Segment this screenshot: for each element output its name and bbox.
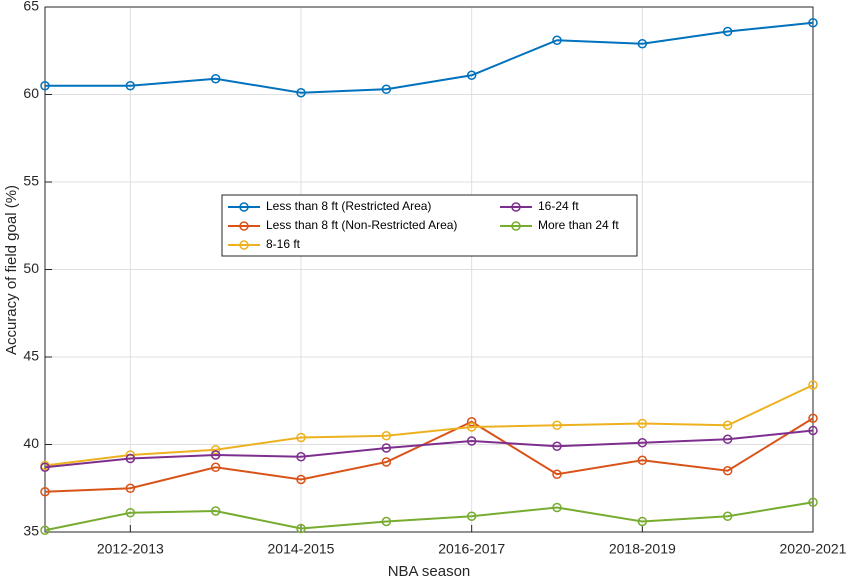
data-point <box>296 474 306 485</box>
y-tick-label: 50 <box>23 260 39 276</box>
data-point <box>466 511 477 521</box>
legend-marker <box>239 240 249 250</box>
data-point <box>210 74 221 84</box>
legend: Less than 8 ft (Restricted Area) Less tha… <box>221 194 638 257</box>
data-point <box>552 441 562 451</box>
data-point <box>210 506 221 516</box>
legend-marker <box>511 202 521 212</box>
y-tick-label: 55 <box>23 173 39 189</box>
y-axis-label: Accuracy of field goal (%) <box>3 185 20 355</box>
data-point <box>466 417 477 427</box>
series-line <box>44 429 814 469</box>
data-point <box>722 26 733 37</box>
data-point <box>466 436 477 446</box>
data-point <box>381 516 392 527</box>
legend-label: 16-24 ft <box>538 199 579 213</box>
data-point <box>722 434 733 444</box>
data-point <box>637 418 648 429</box>
data-point <box>296 452 306 462</box>
data-point <box>552 502 562 513</box>
data-point <box>296 523 306 534</box>
data-point <box>552 35 562 45</box>
data-point <box>210 462 221 472</box>
data-point <box>125 453 136 464</box>
data-point <box>552 469 562 479</box>
data-point <box>381 443 392 453</box>
data-point <box>210 445 221 455</box>
data-point <box>125 483 136 493</box>
legend-label: Less than 8 ft (Non-Restricted Area) <box>266 218 457 232</box>
series-line <box>44 501 814 532</box>
data-point <box>40 81 50 91</box>
data-point <box>637 39 648 49</box>
y-tick-label: 60 <box>23 85 39 101</box>
data-point <box>808 497 818 507</box>
legend-label: Less than 8 ft (Restricted Area) <box>266 199 431 213</box>
x-axis-label: NBA season <box>388 563 471 580</box>
data-point <box>808 425 818 436</box>
data-point <box>552 420 562 430</box>
y-tick-label: 35 <box>23 523 39 539</box>
x-tick-label: 2020-2021 <box>780 541 847 557</box>
data-point <box>722 511 733 521</box>
data-point <box>381 431 392 441</box>
y-tick-label: 45 <box>23 348 39 364</box>
data-point <box>637 516 648 527</box>
data-point <box>466 70 477 80</box>
y-tick-label: 65 <box>23 0 39 14</box>
x-tick-label: 2012-2013 <box>97 541 164 557</box>
data-point <box>125 81 136 91</box>
data-point <box>722 420 733 430</box>
series-line <box>45 21 814 94</box>
data-point <box>808 413 818 423</box>
data-point <box>381 457 392 467</box>
legend-marker <box>511 221 521 231</box>
data-point <box>40 525 50 535</box>
data-point <box>40 462 50 472</box>
series-line <box>44 417 814 493</box>
y-tick-label: 40 <box>23 435 39 451</box>
series-line <box>44 384 814 467</box>
legend-marker <box>239 202 249 212</box>
x-tick-label: 2016-2017 <box>438 541 505 557</box>
legend-label: More than 24 ft <box>538 218 619 232</box>
data-point <box>210 450 221 460</box>
data-point <box>40 487 50 497</box>
data-point <box>296 432 306 443</box>
data-point <box>808 18 818 28</box>
data-point <box>722 466 733 476</box>
x-tick-label: 2014-2015 <box>268 541 335 557</box>
legend-label: 8-16 ft <box>266 237 301 251</box>
data-point <box>466 422 477 432</box>
legend-marker <box>239 221 249 231</box>
data-point <box>381 84 392 94</box>
data-point <box>125 508 136 518</box>
data-point <box>296 88 306 98</box>
data-point <box>637 455 648 465</box>
data-point <box>808 380 818 390</box>
legend-box <box>221 194 638 257</box>
axes-box <box>44 6 814 533</box>
x-tick-label: 2018-2019 <box>609 541 676 557</box>
data-point <box>637 438 648 448</box>
